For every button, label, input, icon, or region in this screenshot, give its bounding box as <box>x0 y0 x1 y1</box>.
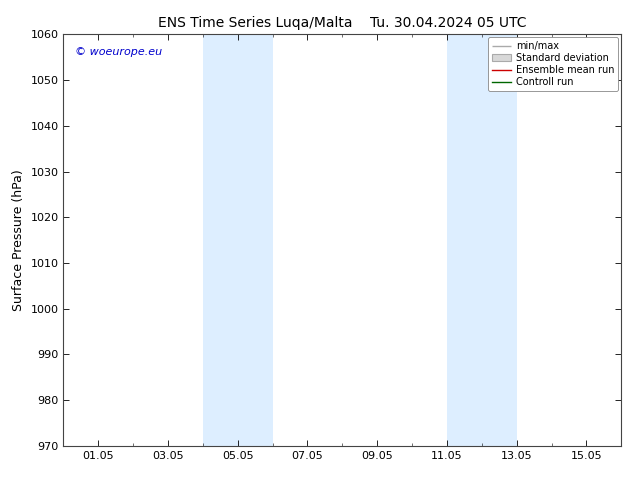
Legend: min/max, Standard deviation, Ensemble mean run, Controll run: min/max, Standard deviation, Ensemble me… <box>488 37 618 91</box>
Title: ENS Time Series Luqa/Malta    Tu. 30.04.2024 05 UTC: ENS Time Series Luqa/Malta Tu. 30.04.202… <box>158 16 527 30</box>
Bar <box>447 34 517 446</box>
Bar <box>203 34 273 446</box>
Text: © woeurope.eu: © woeurope.eu <box>75 47 162 57</box>
Y-axis label: Surface Pressure (hPa): Surface Pressure (hPa) <box>12 169 25 311</box>
